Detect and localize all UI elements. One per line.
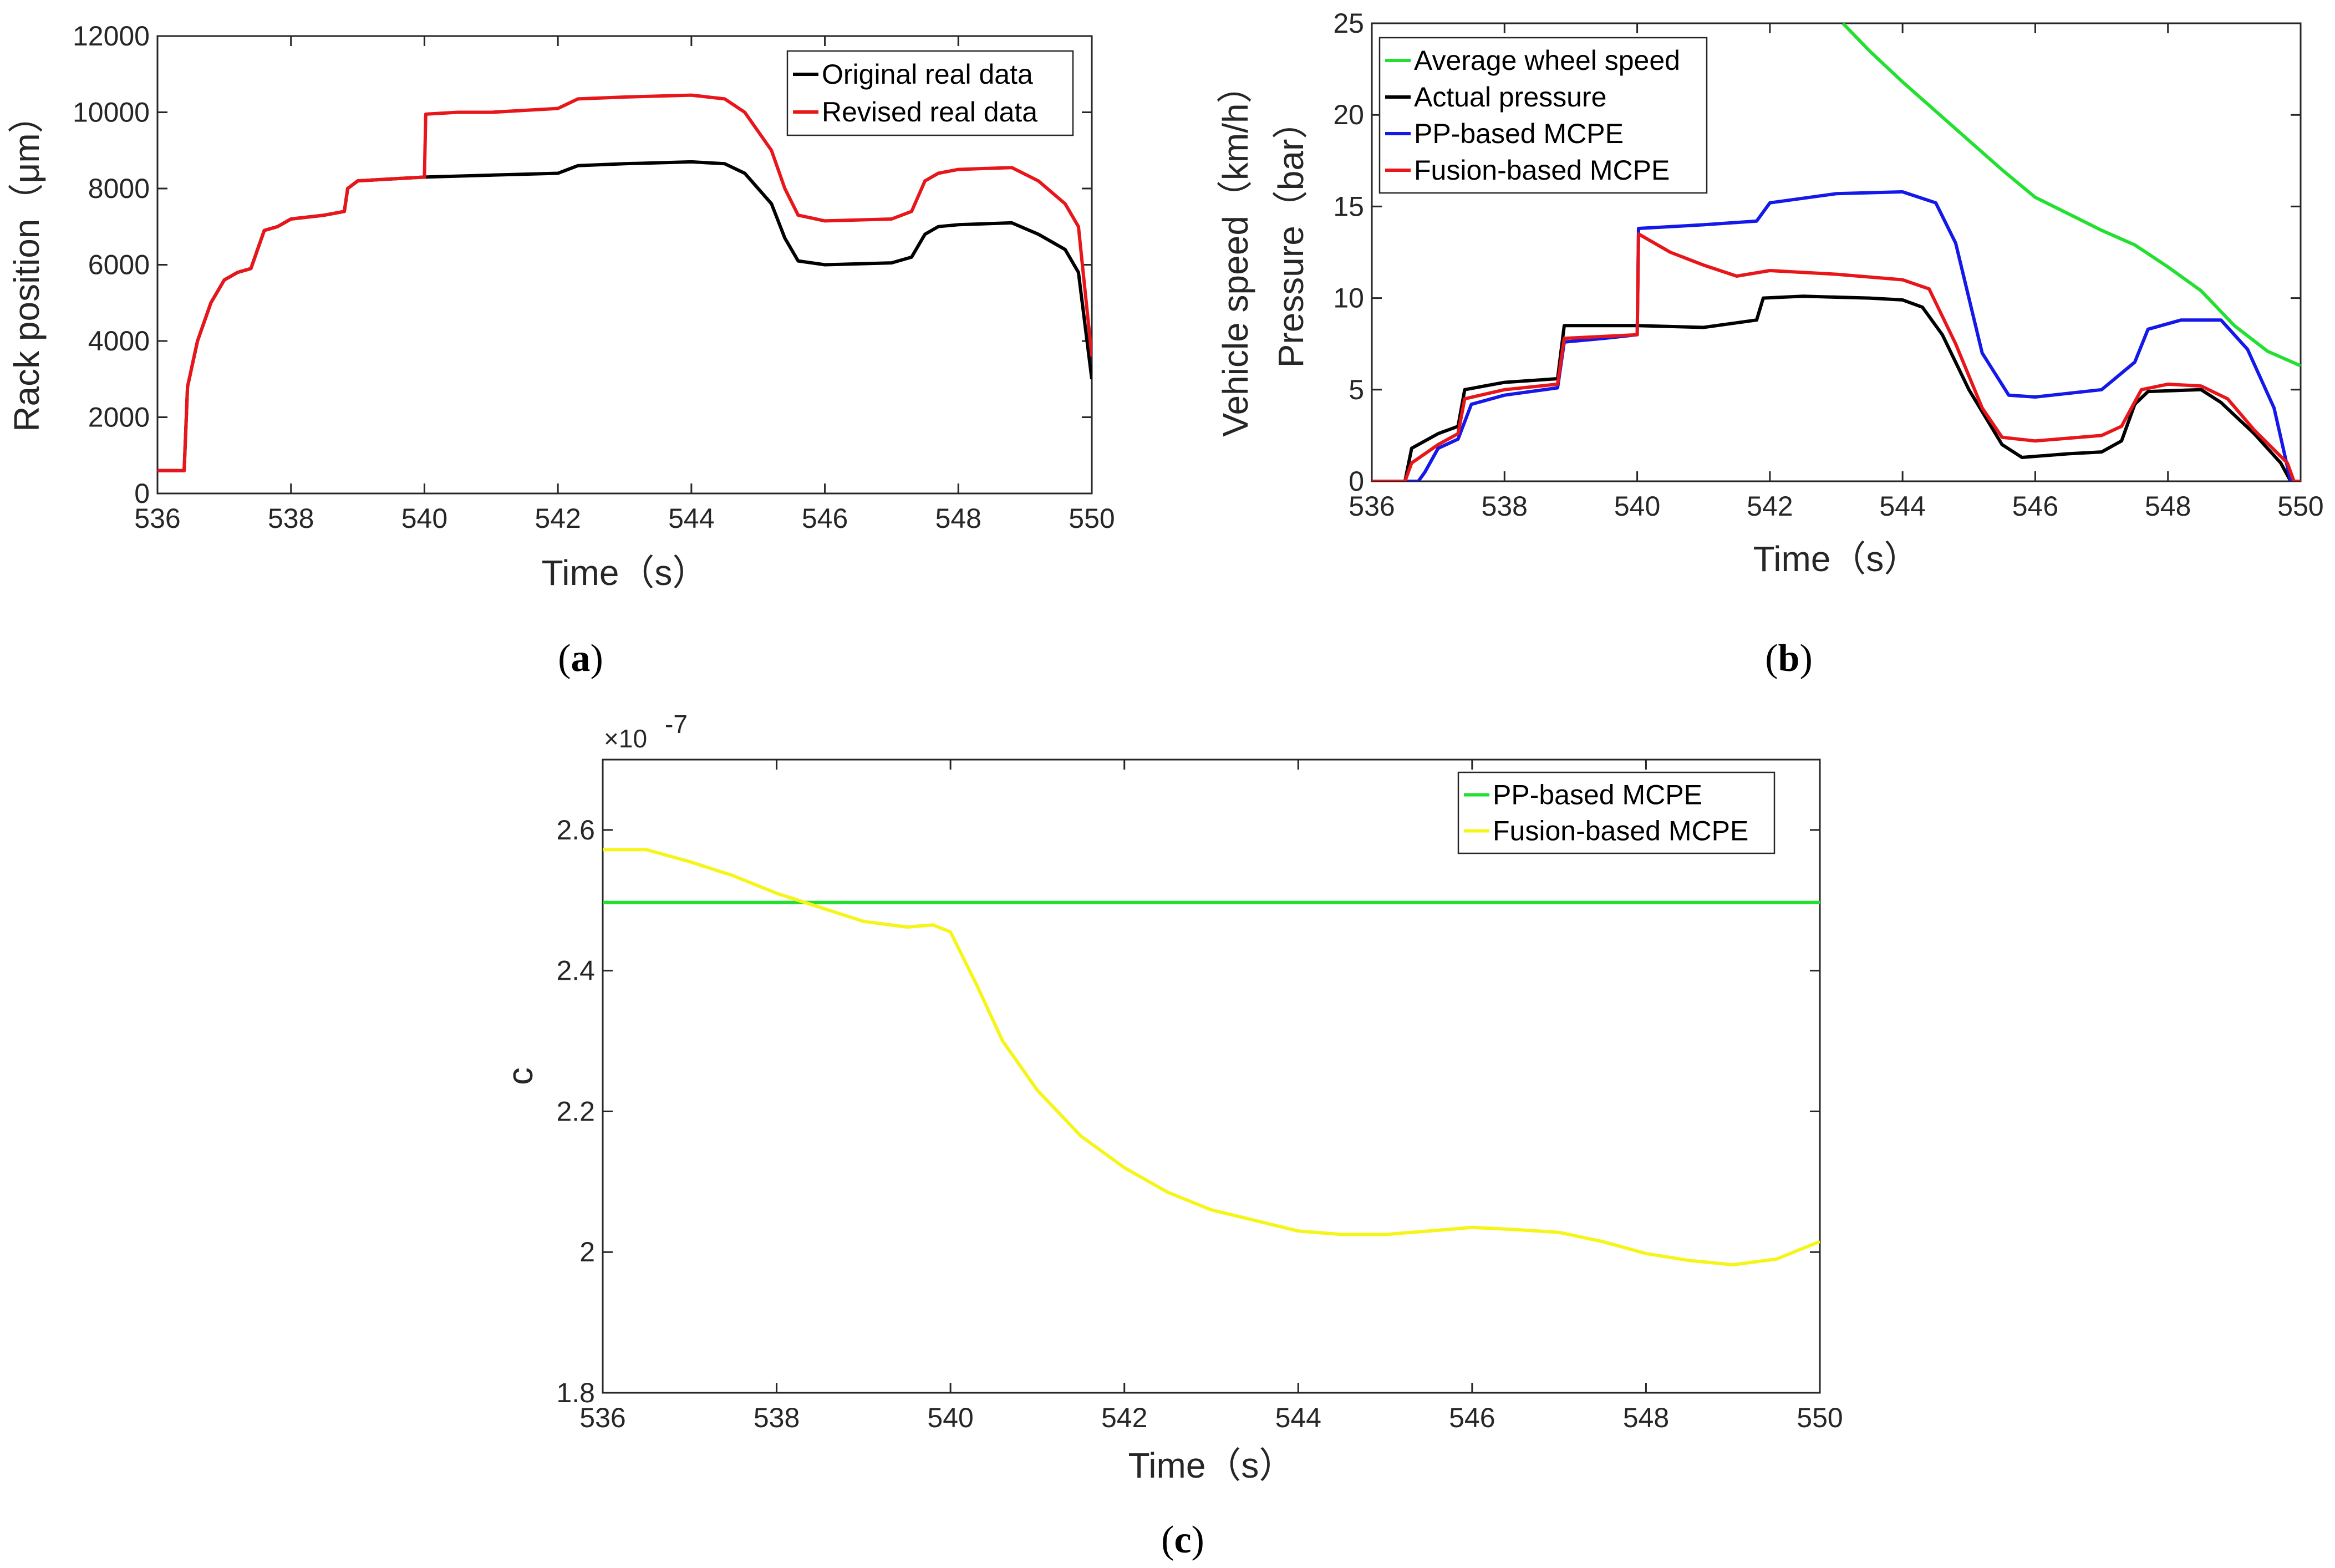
x-tick-label: 538 — [268, 503, 314, 534]
x-tick-label: 550 — [1069, 503, 1115, 534]
legend-label: Fusion-based MCPE — [1414, 155, 1670, 186]
legend-box — [786, 50, 1074, 136]
legend-label: Original real data — [822, 59, 1033, 90]
legend-box — [1457, 771, 1776, 854]
legend-label: Revised real data — [822, 96, 1037, 128]
x-tick-label: 546 — [802, 503, 848, 534]
legend-label: Fusion-based MCPE — [1493, 816, 1748, 847]
series-line-pp-based-mcpe — [1372, 190, 2301, 481]
y-exponent-power: -7 — [665, 710, 688, 739]
x-tick-label: 544 — [668, 503, 714, 534]
y-axis-label-1: Vehicle speed（km/h） — [1215, 68, 1255, 436]
series-line-actual-pressure — [1372, 294, 2301, 481]
chart-a: 536 538 540 542 544 546 548 550 0 2000 4000 6000 800… — [7, 21, 1115, 680]
x-tick-label: 540 — [1614, 491, 1660, 522]
x-tick-label: 540 — [401, 503, 447, 534]
series-line-fusion-based-mcpe — [1372, 232, 2301, 481]
y-axis-label-2: Pressure（bar） — [1271, 104, 1311, 368]
y-exponent-label: ×10 — [604, 724, 647, 753]
subfigure-caption: (c) — [1161, 1519, 1204, 1561]
plot-frame — [602, 758, 1821, 1394]
x-tick-label: 542 — [535, 503, 581, 534]
x-tick-label: 544 — [1275, 1402, 1321, 1433]
x-tick-label: 538 — [754, 1402, 800, 1433]
x-tick-label: 538 — [1482, 491, 1528, 522]
x-tick-label: 540 — [927, 1402, 973, 1433]
x-axis-label: Time（s） — [1753, 539, 1920, 579]
y-tick-label: 2.2 — [556, 1096, 595, 1127]
series-line-revised-real-data — [157, 93, 1092, 472]
chart-b: 536 538 540 542 544 546 548 550 0 5 10 15 20 25 Averag… — [1215, 8, 2324, 680]
x-tick-label: 546 — [2012, 491, 2058, 522]
y-tick-label: 10000 — [73, 97, 150, 128]
x-tick-label: 548 — [1623, 1402, 1669, 1433]
y-axis-label: Rack position（μm） — [7, 98, 47, 431]
x-tick-label: 542 — [1101, 1402, 1147, 1433]
y-tick-label: 6000 — [88, 250, 150, 281]
y-tick-label: 15 — [1333, 191, 1364, 222]
legend: PP-based MCPE Fusion-based MCPE — [1457, 771, 1776, 854]
y-tick-label: 4000 — [88, 325, 150, 357]
y-tick-label: 1.8 — [556, 1377, 595, 1408]
y-tick-label: 2.6 — [556, 814, 595, 846]
y-tick-label: 25 — [1333, 8, 1364, 39]
legend: Average wheel speed Actual pressure PP-bas… — [1378, 37, 1708, 194]
x-tick-label: 546 — [1449, 1402, 1495, 1433]
y-tick-label: 2000 — [88, 402, 150, 433]
y-axis-label: c — [500, 1067, 540, 1085]
legend-label: PP-based MCPE — [1493, 780, 1702, 811]
y-tick-label: 12000 — [73, 21, 150, 52]
legend-label: Actual pressure — [1414, 82, 1606, 113]
y-tick-label: 2.4 — [556, 955, 595, 986]
series-line-average-wheel-speed — [1841, 23, 2301, 368]
x-tick-label: 548 — [935, 503, 981, 534]
y-tick-label: 0 — [1349, 466, 1364, 497]
y-tick-label: 8000 — [88, 173, 150, 204]
y-tick-label: 2 — [579, 1236, 595, 1267]
y-tick-label: 10 — [1333, 283, 1364, 314]
legend-box — [1378, 37, 1708, 194]
series-line-fusion-based-mcpe — [603, 848, 1820, 1267]
x-axis-label: Time（s） — [1128, 1445, 1295, 1485]
x-tick-label: 536 — [1349, 491, 1395, 522]
subfigure-caption: (a) — [558, 637, 603, 680]
x-tick-label: 536 — [134, 503, 180, 534]
y-tick-label: 20 — [1333, 99, 1364, 130]
x-tick-label: 548 — [2145, 491, 2191, 522]
y-tick-label: 0 — [134, 478, 150, 509]
x-tick-label: 550 — [2277, 491, 2323, 522]
subfigure-caption: (b) — [1765, 637, 1813, 680]
legend: Original real data Revised real data — [786, 50, 1074, 136]
legend-label: PP-based MCPE — [1414, 118, 1624, 149]
y-tick-label: 5 — [1349, 374, 1364, 405]
x-tick-label: 544 — [1879, 491, 1925, 522]
x-axis-label: Time（s） — [542, 553, 708, 593]
x-tick-label: 536 — [579, 1402, 625, 1433]
x-tick-label: 550 — [1797, 1402, 1843, 1433]
x-tick-label: 542 — [1747, 491, 1793, 522]
chart-c: 536 538 540 542 544 546 548 550 1.8 2 2.2 2.4 2.6 PP-… — [500, 710, 1843, 1561]
legend-label: Average wheel speed — [1414, 45, 1680, 76]
